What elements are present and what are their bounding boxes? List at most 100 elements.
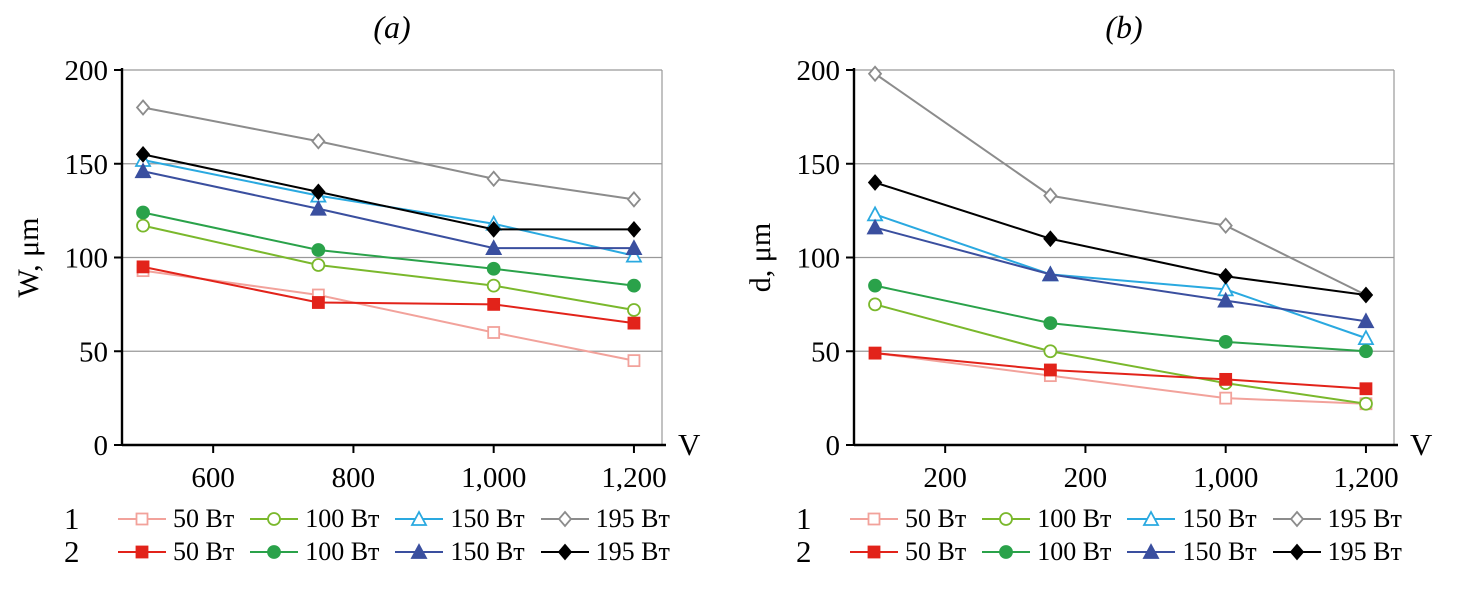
series-line [874, 303, 1367, 405]
square-marker [1219, 372, 1233, 386]
square-marker [867, 512, 881, 525]
circle-marker [311, 258, 326, 272]
series-line [142, 170, 634, 250]
diamond-marker [1358, 286, 1374, 304]
circle-marker [627, 303, 641, 317]
y-tick-label: 200 [797, 55, 841, 87]
triangle-marker [1217, 291, 1235, 308]
diamond-marker [1218, 217, 1233, 235]
series-line [142, 211, 635, 287]
legend-swatch [540, 543, 589, 560]
legend-group-number: 2 [796, 534, 812, 569]
square-marker [136, 260, 150, 274]
y-axis-label: W, μm [12, 218, 45, 298]
legend-entry: 50 Вт [848, 537, 966, 567]
legend-label: 50 Вт [173, 503, 235, 533]
x-tick-label: 800 [332, 462, 376, 494]
legend-entry: 195 Вт [1271, 504, 1402, 534]
diamond-marker [867, 174, 883, 191]
series-line [874, 72, 1367, 296]
x-tick-label: 200 [1064, 462, 1108, 494]
legend-swatch [250, 544, 299, 559]
y-tick-label: 150 [65, 149, 109, 181]
square-marker [311, 296, 325, 309]
legend-label: 50 Вт [905, 536, 967, 566]
legend-b: 1 50 Вт 100 Вт 150 Вт 195 Вт 2 50 Вт 100 Вт 150 … [732, 502, 1464, 568]
circle-marker [999, 544, 1014, 559]
series-line [874, 213, 1367, 340]
square-marker [627, 354, 641, 368]
square-marker [1219, 391, 1233, 405]
triangle-marker [410, 509, 428, 526]
legend-label: 195 Вт [595, 503, 670, 533]
legend-group-number: 2 [64, 534, 80, 569]
diamond-marker [1289, 543, 1304, 560]
circle-marker [136, 205, 150, 220]
square-marker [627, 316, 641, 330]
series-line [142, 153, 634, 231]
square-marker [867, 545, 881, 558]
x-tick-label: 1,000 [461, 462, 526, 494]
legend-entry: 150 Вт [1125, 504, 1257, 534]
square-marker [1043, 363, 1057, 377]
diamond-marker [1289, 510, 1304, 527]
legend-entry: 150 Вт [393, 537, 525, 567]
legend-entry: 150 Вт [393, 503, 525, 534]
diamond-marker [486, 170, 501, 188]
triangle-marker [866, 205, 884, 222]
diamond-marker [486, 220, 501, 238]
diamond-marker [626, 190, 642, 208]
x-tick-label: 200 [923, 462, 967, 494]
y-tick-label: 150 [797, 149, 841, 181]
legend-swatch [118, 545, 166, 558]
circle-marker [311, 243, 326, 257]
circle-marker [868, 297, 882, 312]
diamond-marker [311, 183, 326, 201]
diamond-marker [557, 510, 572, 527]
circle-marker [999, 511, 1014, 526]
circle-marker [1043, 344, 1058, 359]
legend-label: 50 Вт [173, 536, 235, 566]
x-tick-label: 1,000 [1193, 462, 1258, 494]
y-axis-label: d, μm [744, 223, 777, 292]
series-line [142, 224, 635, 311]
series-line [142, 269, 635, 362]
legend-entry: 195 Вт [539, 504, 670, 534]
triangle-marker [485, 239, 503, 256]
legend-swatch [982, 511, 1031, 526]
legend-entry: 100 Вт [980, 504, 1111, 534]
legend-swatch [395, 509, 444, 526]
circle-marker [486, 261, 501, 276]
square-marker [135, 545, 149, 558]
legend-a: 1 50 Вт 100 Вт 150 Вт 195 Вт 2 50 Вт 100 Вт 150 … [0, 502, 732, 568]
diamond-marker [135, 145, 151, 163]
circle-marker [486, 278, 501, 293]
triangle-marker [1142, 542, 1160, 559]
circle-marker [1359, 396, 1373, 411]
legend-label: 100 Вт [1037, 536, 1112, 566]
legend-row-2: 2 50 Вт 100 Вт 150 Вт 195 Вт [784, 535, 1464, 568]
legend-group-number: 1 [796, 501, 812, 536]
diamond-marker [1043, 187, 1058, 205]
legend-label: 150 Вт [450, 503, 525, 533]
legend-swatch [850, 512, 898, 525]
legend-label: 100 Вт [305, 503, 380, 533]
circle-marker [1043, 316, 1058, 331]
legend-entry: 100 Вт [980, 537, 1111, 567]
circle-marker [1359, 344, 1373, 359]
series-line [142, 106, 635, 201]
legend-swatch [395, 542, 444, 559]
legend-swatch [1127, 509, 1176, 526]
legend-label: 50 Вт [905, 503, 967, 533]
diamond-marker [311, 132, 326, 150]
circle-marker [868, 278, 882, 293]
legend-entry: 100 Вт [248, 504, 379, 534]
legend-entry: 50 Вт [116, 537, 234, 567]
diamond-marker [1043, 230, 1058, 248]
legend-row-1: 1 50 Вт 100 Вт 150 Вт 195 Вт [784, 502, 1464, 535]
diamond-marker [135, 99, 151, 116]
circle-marker [267, 511, 282, 526]
legend-entry: 150 Вт [1125, 537, 1257, 567]
